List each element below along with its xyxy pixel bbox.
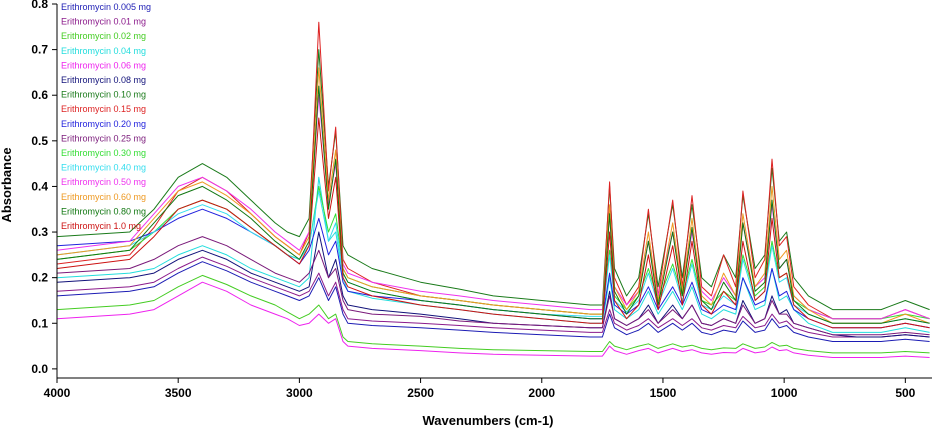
series-line-6 xyxy=(56,49,930,311)
series-line-3 xyxy=(56,176,930,333)
x-axis-title: Wavenumbers (cm-1) xyxy=(423,413,554,428)
legend-entry: Erithromycin 0.15 mg xyxy=(61,104,146,114)
series-line-14 xyxy=(56,85,930,324)
axes-layer xyxy=(56,4,932,379)
series-line-12 xyxy=(56,94,930,320)
legend-entry: Erithromycin 1.0 mg xyxy=(61,221,141,231)
x-ticks: 4000 3500 3000 2500 2000 1500 1000 500 xyxy=(44,378,916,400)
x-tick-label: 2000 xyxy=(528,386,555,400)
legend-entry: Erithromycin 0.40 mg xyxy=(61,163,146,173)
legend-entry: Erithromycin 0.01 mg xyxy=(61,17,146,27)
legend-entry: Erithromycin 0.30 mg xyxy=(61,148,146,158)
series-line-13 xyxy=(56,67,930,324)
legend-entry: Erithromycin 0.20 mg xyxy=(61,119,146,129)
legend-entry: Erithromycin 0.08 mg xyxy=(61,75,146,85)
x-tick-label: 2500 xyxy=(407,386,434,400)
legend-entry: Erithromycin 0.06 mg xyxy=(61,60,146,70)
legend: Erithromycin 0.005 mg Erithromycin 0.01 m… xyxy=(61,2,151,231)
y-ticks: 0.0 0.1 0.2 0.3 0.4 0.5 0.6 0.7 0.8 xyxy=(31,0,57,376)
y-tick-label: 0.7 xyxy=(31,43,48,57)
x-tick-label: 500 xyxy=(895,386,915,400)
y-tick-label: 0.3 xyxy=(31,225,48,239)
y-tick-label: 0.0 xyxy=(31,362,48,376)
legend-entry: Erithromycin 0.80 mg xyxy=(61,206,146,216)
y-axis-title: Absorbance xyxy=(0,147,14,222)
legend-entry: Erithromycin 0.25 mg xyxy=(61,133,146,143)
y-tick-label: 0.2 xyxy=(31,271,48,285)
legend-entry: Erithromycin 0.04 mg xyxy=(61,46,146,56)
series-line-15 xyxy=(56,117,930,329)
x-tick-label: 3000 xyxy=(286,386,313,400)
series-line-9 xyxy=(56,236,930,336)
legend-entry: Erithromycin 0.10 mg xyxy=(61,90,146,100)
y-tick-label: 0.4 xyxy=(31,179,48,193)
x-tick-label: 4000 xyxy=(44,386,71,400)
y-tick-label: 0.6 xyxy=(31,88,48,102)
series-line-10 xyxy=(56,185,930,320)
legend-entry: Erithromycin 0.005 mg xyxy=(61,2,151,12)
series-layer xyxy=(56,21,930,358)
x-tick-label: 1500 xyxy=(650,386,677,400)
series-line-4 xyxy=(56,281,930,358)
legend-entry: Erithromycin 0.02 mg xyxy=(61,31,146,41)
series-line-2 xyxy=(56,274,930,354)
x-tick-label: 3500 xyxy=(165,386,192,400)
legend-entry: Erithromycin 0.60 mg xyxy=(61,192,146,202)
y-tick-label: 0.8 xyxy=(31,0,48,11)
series-line-1 xyxy=(56,256,930,338)
legend-entry: Erithromycin 0.50 mg xyxy=(61,177,146,187)
y-tick-label: 0.1 xyxy=(31,316,48,330)
series-line-7 xyxy=(56,21,930,320)
y-tick-label: 0.5 xyxy=(31,134,48,148)
series-line-0 xyxy=(56,261,930,342)
x-tick-label: 1000 xyxy=(771,386,798,400)
